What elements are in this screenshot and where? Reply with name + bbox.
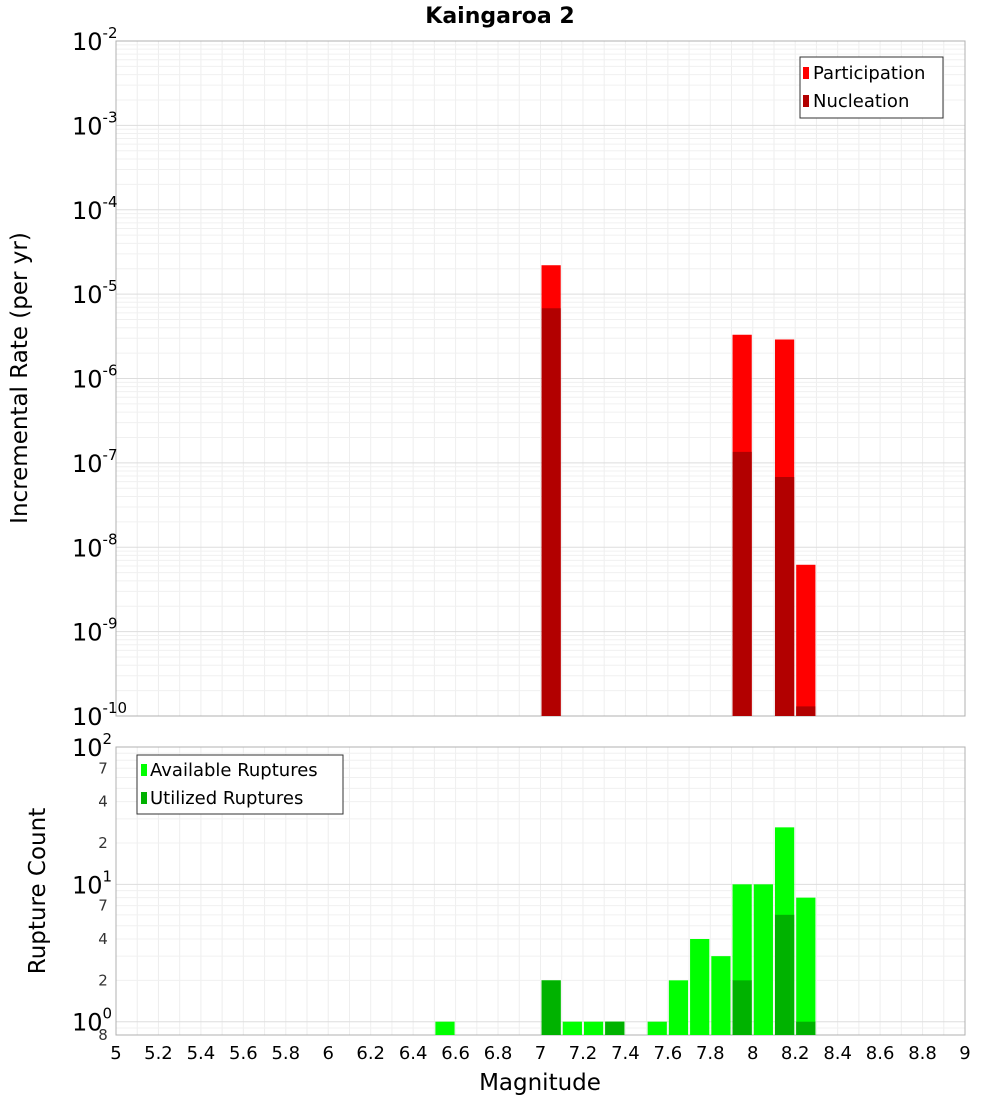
- bar-utilized-ruptures: [796, 1021, 816, 1035]
- x-tick-label: 6: [323, 1043, 334, 1064]
- bar-nucleation: [541, 308, 561, 716]
- bottom-y-axis-label: Rupture Count: [25, 808, 51, 974]
- bar-available-ruptures: [647, 1021, 667, 1035]
- x-tick-label: 6.4: [399, 1043, 428, 1064]
- top-plot-area: [115, 40, 966, 717]
- legend-swatch-available-ruptures: [141, 764, 147, 776]
- bar-available-ruptures: [753, 884, 773, 1035]
- top-legend: Participation Nucleation: [799, 56, 944, 119]
- bottom-plot-bars: [435, 827, 816, 1035]
- top-plot-grid: [115, 40, 966, 717]
- bar-utilized-ruptures: [732, 980, 752, 1035]
- bottom-plot-area: [115, 746, 966, 1036]
- legend-label-available-ruptures: Available Ruptures: [150, 760, 318, 781]
- top-plot-bars: [541, 265, 816, 716]
- y-tick-label: 10-10: [72, 699, 127, 731]
- bar-utilized-ruptures: [774, 914, 795, 1035]
- top-y-axis-label: Incremental Rate (per yr): [7, 232, 33, 524]
- legend-swatch-utilized-ruptures: [141, 792, 147, 804]
- x-tick-label: 5.4: [187, 1043, 216, 1064]
- y-tick-label: 100: [72, 1005, 112, 1037]
- bar-nucleation: [732, 451, 752, 716]
- x-tick-label: 5.8: [271, 1043, 300, 1064]
- y-tick-label-minor: 7: [98, 759, 108, 777]
- x-tick-label: 7.8: [696, 1043, 725, 1064]
- y-tick-label: 10-5: [72, 277, 118, 309]
- x-tick-label: 5: [110, 1043, 121, 1064]
- legend-swatch-nucleation: [803, 95, 809, 107]
- legend-label-utilized-ruptures: Utilized Ruptures: [150, 788, 303, 809]
- x-tick-label: 7.6: [654, 1043, 683, 1064]
- y-tick-label-minor: 4: [98, 930, 108, 948]
- x-tick-label: 8: [747, 1043, 758, 1064]
- top-y-tick-labels: 10-10 10-9 10-8 10-7 10-6 10-5 10-4 10-3 10-2: [72, 24, 127, 731]
- legend-label-participation: Participation: [813, 63, 925, 84]
- y-tick-label-minor: 2: [98, 971, 108, 989]
- bar-utilized-ruptures: [605, 1021, 625, 1035]
- y-tick-label: 102: [72, 730, 112, 762]
- x-tick-label: 7.4: [611, 1043, 640, 1064]
- bar-utilized-ruptures: [541, 980, 561, 1035]
- y-tick-label: 10-7: [72, 446, 118, 478]
- x-tick-label: 6.2: [356, 1043, 385, 1064]
- chart-title: Kaingaroa 2: [425, 4, 574, 29]
- x-tick-label: 6.6: [441, 1043, 470, 1064]
- x-tick-labels: 5 5.2 5.4 5.6 5.8 6 6.2 6.4 6.6 6.8 7 7.2 7.4 7.6 7.8 8…: [110, 1043, 970, 1064]
- top-legend-box: [799, 56, 944, 119]
- x-tick-label: 8.6: [866, 1043, 895, 1064]
- y-tick-label-minor: 8: [98, 1026, 108, 1044]
- bar-available-ruptures: [435, 1021, 455, 1035]
- bottom-legend: Available Ruptures Utilized Ruptures: [136, 754, 344, 815]
- y-tick-label: 10-9: [72, 615, 118, 647]
- y-tick-label: 10-3: [72, 108, 118, 140]
- legend-label-nucleation: Nucleation: [813, 91, 909, 112]
- bar-nucleation: [774, 477, 795, 716]
- legend-swatch-participation: [803, 67, 809, 79]
- bar-available-ruptures: [796, 897, 816, 1035]
- y-tick-label-minor: 2: [98, 834, 108, 852]
- x-tick-label: 7.2: [569, 1043, 598, 1064]
- y-tick-label-minor: 4: [98, 793, 108, 811]
- bar-nucleation: [796, 706, 816, 716]
- x-tick-label: 6.8: [484, 1043, 513, 1064]
- bar-available-ruptures: [690, 939, 710, 1035]
- y-tick-label: 101: [72, 867, 112, 899]
- bar-participation: [796, 564, 816, 716]
- bar-available-ruptures: [583, 1021, 604, 1035]
- y-tick-label: 10-6: [72, 362, 118, 394]
- x-tick-label: 8.8: [908, 1043, 937, 1064]
- bottom-y-tick-labels: 8 2 4 7 2 4 7 100 101 102: [72, 730, 112, 1044]
- y-tick-label: 10-4: [72, 193, 118, 225]
- x-tick-label: 5.2: [144, 1043, 173, 1064]
- x-tick-label: 8.2: [781, 1043, 810, 1064]
- x-tick-label: 7: [535, 1043, 546, 1064]
- y-tick-label: 10-2: [72, 24, 118, 56]
- x-tick-label: 5.6: [229, 1043, 258, 1064]
- x-tick-label: 9: [959, 1043, 970, 1064]
- bottom-legend-box: [136, 754, 344, 815]
- y-tick-label: 10-8: [72, 530, 118, 562]
- x-axis-label: Magnitude: [479, 1070, 601, 1096]
- y-tick-label-minor: 7: [98, 897, 108, 915]
- bar-available-ruptures: [562, 1021, 582, 1035]
- x-tick-label: 8.4: [823, 1043, 852, 1064]
- bar-available-ruptures: [668, 980, 689, 1035]
- bar-available-ruptures: [711, 956, 731, 1035]
